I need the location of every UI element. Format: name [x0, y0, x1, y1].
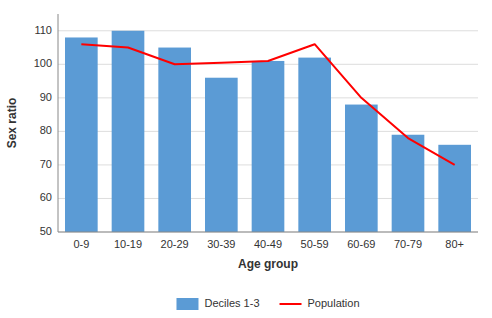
x-axis-line [58, 232, 478, 233]
x-tick-label: 40-49 [254, 238, 282, 250]
bar [392, 135, 425, 232]
legend-item: Population [280, 297, 360, 309]
line [81, 44, 454, 165]
y-tick-label: 110 [34, 24, 52, 36]
grid-line [58, 232, 478, 233]
chart: 50 60 70 80 90 100 110 0-9 10-19 20-29 30-39 40-49 5… [0, 0, 492, 318]
y-tick-label: 100 [34, 57, 52, 69]
legend-label: Deciles 1-3 [204, 297, 259, 309]
legend-label: Population [308, 297, 360, 309]
y-tick-label: 50 [40, 225, 52, 237]
x-tick-label: 70-79 [394, 238, 422, 250]
bar [205, 78, 238, 232]
chart-container: 50 60 70 80 90 100 110 0-9 10-19 20-29 30-39 40-49 5… [0, 0, 492, 318]
x-axis-label: Age group [238, 257, 298, 271]
legend-item: Deciles 1-3 [176, 297, 259, 310]
bar [298, 58, 331, 232]
bar [252, 61, 285, 232]
bar [158, 48, 191, 232]
bar [65, 37, 98, 232]
x-tick-label: 50-59 [301, 238, 329, 250]
y-tick-label: 60 [40, 191, 52, 203]
x-tick-label: 80+ [445, 238, 464, 250]
legend: Deciles 1-3 Population [176, 297, 359, 310]
axes: 50 60 70 80 90 100 110 0-9 10-19 20-29 30-39 40-49 5… [34, 14, 478, 250]
legend-swatch [280, 303, 302, 305]
y-axis-label: Sex ratio [5, 98, 19, 149]
plot-area [65, 31, 471, 232]
x-tick-label: 60-69 [347, 238, 375, 250]
y-tick-label: 70 [40, 158, 52, 170]
bar [112, 31, 145, 232]
y-tick-label: 90 [40, 91, 52, 103]
y-tick-label: 80 [40, 124, 52, 136]
x-tick-label: 0-9 [73, 238, 89, 250]
legend-swatch [176, 298, 198, 310]
bar [345, 105, 378, 232]
y-axis-line [58, 14, 59, 232]
x-tick-label: 10-19 [114, 238, 142, 250]
x-tick-label: 30-39 [207, 238, 235, 250]
x-tick-label: 20-29 [161, 238, 189, 250]
